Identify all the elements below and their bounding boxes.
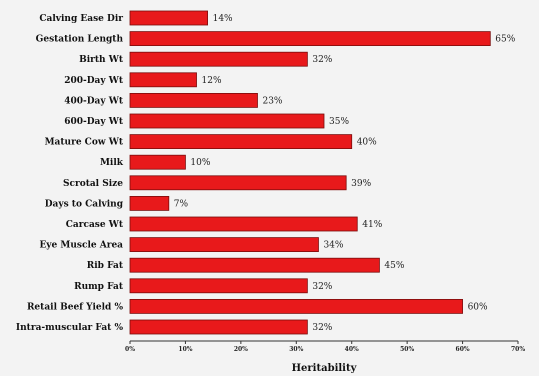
value-label-200-day-wt: 12%	[202, 76, 222, 86]
category-labels: Calving Ease Dir Gestation Length Birth Wt…	[16, 14, 124, 333]
bar-scrotal-size	[129, 175, 347, 191]
bar-days-to-calving	[129, 195, 170, 211]
bar-milk	[129, 154, 186, 170]
category-label-eye-muscle-area: Eye Muscle Area	[39, 241, 123, 251]
bar-birth-wt	[129, 51, 308, 67]
value-label-birth-wt: 32%	[312, 55, 332, 65]
x-tick-label-0: 0%	[125, 346, 135, 353]
category-label-days-to-calving: Days to Calving	[45, 199, 124, 209]
value-label-retail-beef-yield: 60%	[468, 302, 488, 312]
category-label-scrotal-size: Scrotal Size	[63, 179, 123, 189]
value-label-400-day-wt: 23%	[262, 96, 282, 106]
x-tick-label-2: 20%	[234, 346, 248, 353]
value-label-600-day-wt: 35%	[329, 117, 349, 127]
value-labels: 14% 65% 32% 12% 23% 35% 40% 10% 39% 7% 41% 34% 45% 32…	[174, 14, 516, 333]
value-label-eye-muscle-area: 34%	[323, 241, 343, 251]
value-label-gestation-length: 65%	[495, 35, 515, 45]
bar-400-day-wt	[129, 93, 258, 108]
value-label-days-to-calving: 7%	[174, 199, 189, 209]
value-label-rump-fat: 32%	[312, 282, 332, 292]
bar-rib-fat	[129, 257, 380, 273]
category-label-intra-muscular-fat: Intra-muscular Fat %	[16, 323, 124, 333]
x-tick-labels: 0% 10% 20% 30% 40% 50% 60% 70%	[125, 346, 525, 353]
category-label-retail-beef-yield: Retail Beef Yield %	[27, 302, 123, 312]
category-label-mature-cow-wt: Mature Cow Wt	[45, 138, 124, 148]
x-tick-label-5: 50%	[400, 346, 414, 353]
category-label-carcase-wt: Carcase Wt	[66, 220, 124, 230]
value-label-intra-muscular-fat: 32%	[312, 323, 332, 333]
bar-retail-beef-yield	[129, 298, 463, 314]
bar-intra-muscular-fat	[129, 319, 308, 335]
value-label-rib-fat: 45%	[384, 261, 404, 271]
value-label-scrotal-size: 39%	[351, 179, 371, 189]
category-label-gestation-length: Gestation Length	[36, 35, 124, 45]
category-label-rump-fat: Rump Fat	[74, 282, 124, 292]
bar-eye-muscle-area	[129, 237, 319, 253]
x-tick-label-1: 10%	[178, 346, 192, 353]
category-label-600-day-wt: 600-Day Wt	[64, 117, 124, 127]
category-label-milk: Milk	[100, 158, 124, 168]
category-label-birth-wt: Birth Wt	[79, 55, 124, 65]
value-label-milk: 10%	[190, 158, 210, 168]
bar-rump-fat	[129, 278, 308, 294]
bar-calving-ease-dir	[129, 10, 208, 26]
value-label-calving-ease-dir: 14%	[213, 14, 233, 24]
bar-gestation-length	[129, 31, 491, 47]
category-label-200-day-wt: 200-Day Wt	[64, 76, 124, 86]
x-tick-label-7: 70%	[511, 346, 525, 353]
x-tick-label-3: 30%	[289, 346, 303, 353]
category-label-calving-ease-dir: Calving Ease Dir	[39, 14, 123, 24]
bar-600-day-wt	[129, 113, 325, 129]
category-label-400-day-wt: 400-Day Wt	[64, 96, 124, 106]
x-axis	[129, 340, 519, 344]
category-label-rib-fat: Rib Fat	[87, 261, 124, 271]
x-axis-title: Heritability	[292, 363, 358, 374]
value-label-carcase-wt: 41%	[362, 220, 382, 230]
bar-mature-cow-wt	[129, 134, 353, 150]
bar-carcase-wt	[129, 216, 358, 232]
bars-layer	[129, 10, 491, 335]
x-tick-label-6: 60%	[456, 346, 470, 353]
bar-200-day-wt	[129, 72, 197, 88]
value-label-mature-cow-wt: 40%	[357, 138, 377, 148]
x-tick-label-4: 40%	[345, 346, 359, 353]
